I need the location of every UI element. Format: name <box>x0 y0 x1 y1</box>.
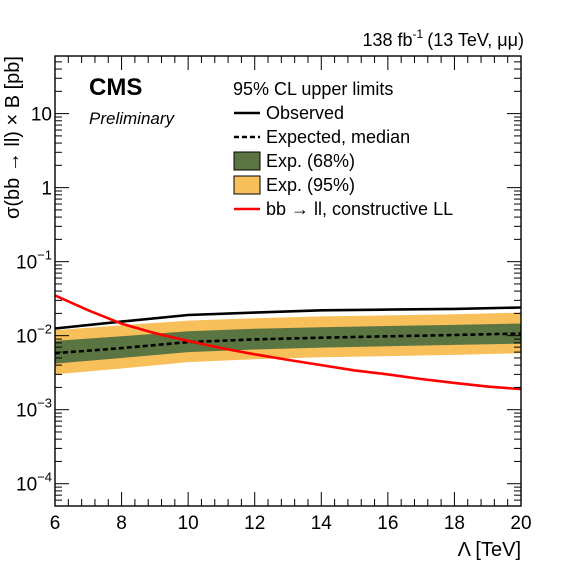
bands-layer <box>55 312 521 375</box>
y-axis-title: σ(bb → ll) × B [pb] <box>2 56 24 219</box>
legend-title: 95% CL upper limits <box>233 79 393 99</box>
lumi-conditions: (13 TeV, μμ) <box>427 30 524 50</box>
y-tick-label: 10−1 <box>16 248 52 274</box>
legend-label: bb → ll, constructive LL <box>266 199 453 219</box>
x-tick-label: 8 <box>116 513 127 534</box>
legend-label: Observed <box>266 103 344 123</box>
x-tick-label: 6 <box>50 513 61 534</box>
y-tick-label: 10 <box>31 105 52 126</box>
legend-observed: Observed <box>234 103 344 123</box>
plot-frame <box>54 55 522 507</box>
status-label: Preliminary <box>89 109 176 128</box>
ticks-layer <box>54 55 522 507</box>
legend-theory: bb → ll, constructive LL <box>234 199 453 219</box>
x-tick-label: 16 <box>377 513 398 534</box>
legend-label: Expected, median <box>266 127 410 147</box>
expected-median-line <box>54 332 522 355</box>
x-tick-label: 20 <box>510 513 531 534</box>
band-exp68 <box>55 323 521 364</box>
x-axis-title: Λ [TeV] <box>458 539 521 561</box>
experiment-label: CMS <box>89 74 142 101</box>
legend-exp95: Exp. (95%) <box>233 175 355 195</box>
theory-line <box>54 294 522 391</box>
x-tick-label: 10 <box>178 513 199 534</box>
legend-swatch <box>233 151 261 171</box>
legend-expected-median: Expected, median <box>234 127 410 147</box>
legend: Observed Expected, median Exp. (68%) Exp. (… <box>233 103 453 219</box>
legend-label: Exp. (68%) <box>266 151 355 171</box>
lumi-value: 138 fb <box>362 30 412 50</box>
y-tick-label: 10−3 <box>16 396 52 422</box>
x-tick-label: 12 <box>244 513 265 534</box>
legend-swatch <box>233 175 261 195</box>
y-tick-label: 10−2 <box>16 322 52 348</box>
tick-labels-layer: 6 8 10 12 14 16 18 20 10−4 10−3 10−2 10−1 1 10 <box>16 105 532 534</box>
lumi-exponent: -1 <box>413 27 424 41</box>
lines-layer <box>54 294 522 391</box>
x-tick-label: 18 <box>444 513 465 534</box>
legend-label: Exp. (95%) <box>266 175 355 195</box>
y-tick-label: 10−4 <box>16 470 52 496</box>
legend-exp68: Exp. (68%) <box>233 151 355 171</box>
observed-line <box>54 306 522 330</box>
luminosity-header: 138 fb-1 (13 TeV, μμ) <box>362 27 524 50</box>
x-tick-label: 14 <box>311 513 333 534</box>
y-tick-label: 1 <box>41 179 52 200</box>
